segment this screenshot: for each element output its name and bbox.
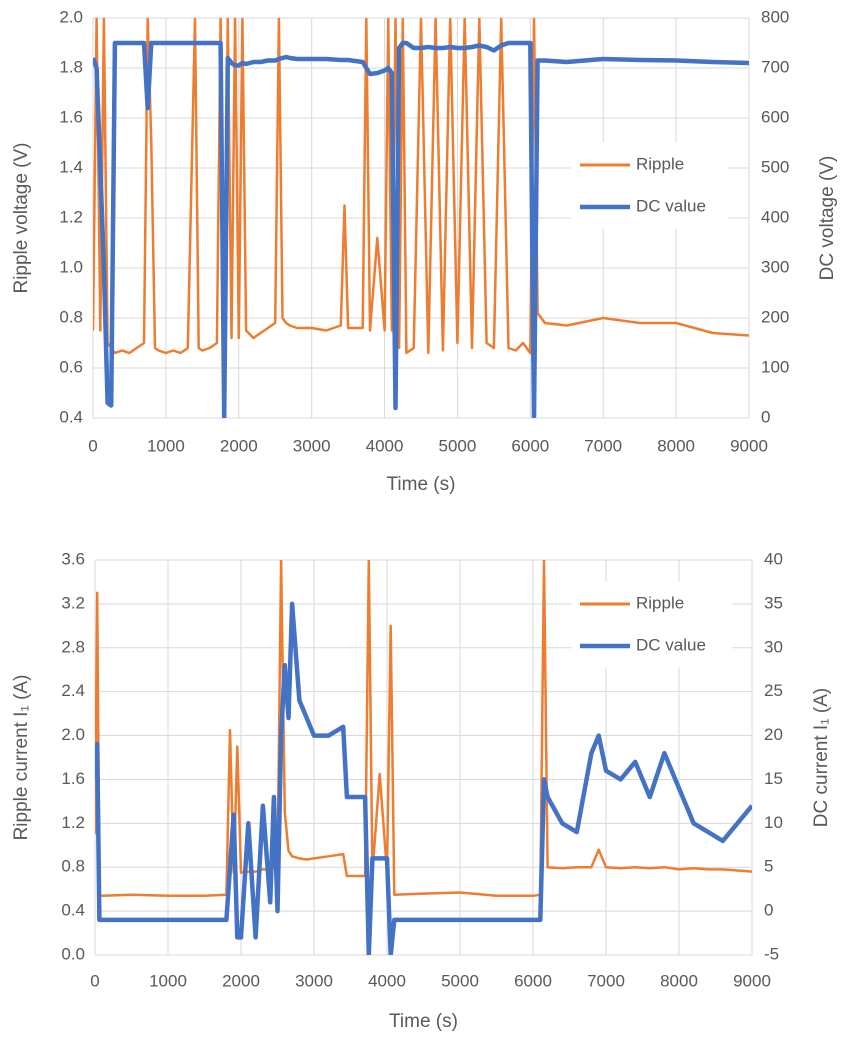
y2-tick-label: 40 [764,549,783,568]
legend-box [571,142,728,229]
x-tick-label: 7000 [584,436,622,455]
y-axis-title: Ripple current I₁ (A) [11,675,32,841]
y2-tick-label: 600 [761,107,789,126]
x-tick-label: 7000 [587,971,625,990]
x-tick-label: 9000 [730,436,768,455]
y-tick-label: 1.2 [61,813,85,832]
plot-lines [93,18,749,418]
y-tick-label: 2.8 [61,637,85,656]
x-tick-label: 4000 [368,971,406,990]
y2-tick-label: 10 [764,813,783,832]
plot-lines [95,560,752,955]
y-tick-label: 3.2 [61,593,85,612]
x-axis-title: Time (s) [389,1011,458,1032]
y2-tick-label: 100 [761,357,789,376]
x-tick-label: 3000 [293,436,331,455]
y2-axis-title: DC current I₁ (A) [811,688,832,827]
y2-tick-label: 0 [761,407,770,426]
y2-tick-label: 700 [761,57,789,76]
x-axis-title: Time (s) [387,474,456,495]
y-tick-label: 1.8 [59,57,83,76]
y-tick-label: 0.6 [59,357,83,376]
y2-tick-label: 15 [764,769,783,788]
x-tick-label: 6000 [511,436,549,455]
y-tick-label: 0.0 [61,944,85,963]
y2-tick-label: 300 [761,257,789,276]
x-tick-label: 8000 [660,971,698,990]
y2-tick-label: 30 [764,637,783,656]
y-axis-title: Ripple voltage (V) [11,142,32,293]
y-tick-label: 0.8 [59,307,83,326]
y-tick-label: 0.8 [61,857,85,876]
y2-tick-label: 0 [764,901,773,920]
x-tick-label: 5000 [441,971,479,990]
y2-axis-title: DC voltage (V) [817,156,838,281]
y2-tick-label: 800 [761,7,789,26]
y-tick-label: 0.4 [59,407,83,426]
y-tick-label: 1.2 [59,207,83,226]
legend-label: DC value [636,196,706,215]
x-tick-label: 3000 [295,971,333,990]
y2-tick-label: 5 [764,857,773,876]
y-tick-label: 2.0 [61,725,85,744]
x-tick-label: 2000 [220,436,258,455]
y2-tick-label: 200 [761,307,789,326]
y2-tick-label: 500 [761,157,789,176]
y-tick-label: 1.6 [61,769,85,788]
x-tick-label: 0 [88,436,97,455]
y2-tick-label: -5 [764,944,779,963]
y-tick-label: 1.4 [59,157,83,176]
x-tick-label: 1000 [147,436,185,455]
x-tick-label: 1000 [149,971,187,990]
legend-label: DC value [636,635,706,654]
x-tick-label: 5000 [439,436,477,455]
y-tick-label: 3.6 [61,549,85,568]
legend-label: Ripple [636,593,684,612]
x-tick-label: 4000 [366,436,404,455]
data-line [95,601,752,955]
x-tick-label: 6000 [514,971,552,990]
y-tick-label: 2.4 [61,681,85,700]
y-tick-label: 1.6 [59,107,83,126]
data-line [93,40,749,418]
y-tick-label: 1.0 [59,257,83,276]
y2-tick-label: 20 [764,725,783,744]
data-line [93,18,749,355]
legend-box [571,581,733,668]
y2-tick-label: 25 [764,681,783,700]
y-tick-label: 0.4 [61,901,85,920]
x-tick-label: 9000 [733,971,771,990]
x-tick-label: 0 [90,971,99,990]
y-tick-label: 2.0 [59,7,83,26]
y2-tick-label: 400 [761,207,789,226]
legend-label: Ripple [636,154,684,173]
x-tick-label: 8000 [657,436,695,455]
x-tick-label: 2000 [222,971,260,990]
y2-tick-label: 35 [764,593,783,612]
